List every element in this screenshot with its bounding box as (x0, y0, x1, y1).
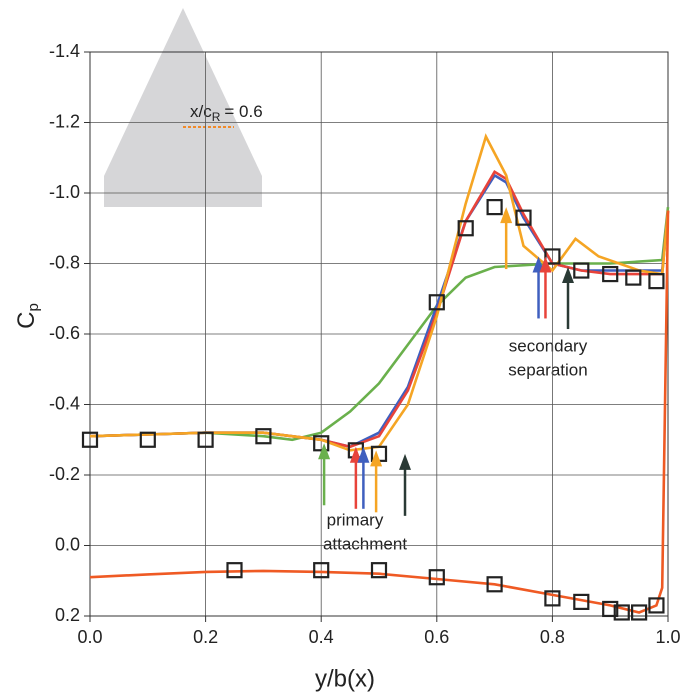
y-tick-label: 0.0 (55, 534, 80, 554)
annotation-text: secondary (509, 336, 588, 355)
arrow-head (357, 446, 370, 463)
arrow-head (318, 443, 331, 460)
inset-label: x/cR = 0.6 (190, 102, 263, 124)
data-point (602, 265, 619, 283)
data-point (255, 428, 272, 445)
arrow (349, 446, 362, 509)
x-axis-label: y/b(x) (315, 665, 375, 692)
arrow (399, 453, 412, 516)
data-point (573, 262, 590, 279)
x-tick-label: 1.0 (655, 627, 680, 647)
inset-label-sub: R (212, 110, 221, 124)
arrow (318, 443, 331, 506)
data-point (226, 562, 243, 579)
arrow (357, 446, 370, 509)
line-series (89, 210, 670, 614)
arrow-head (500, 207, 513, 224)
y-axis-label-main: C (13, 312, 40, 329)
data-point (613, 604, 630, 621)
annotation: primary attachment secondary separation (323, 336, 588, 553)
x-tick-label: 0.4 (309, 627, 334, 647)
data-point (457, 220, 474, 237)
data-point (486, 199, 503, 216)
y-tick-label: -0.8 (49, 252, 80, 272)
y-tick-label: -0.6 (49, 323, 80, 343)
data-point (602, 600, 619, 618)
y-tick-label: -1.0 (49, 182, 80, 202)
data-point (197, 431, 214, 448)
data-point (544, 590, 561, 607)
data-point (573, 593, 590, 611)
data-point (313, 562, 330, 579)
arrow-head (370, 450, 383, 467)
y-axis-label: Cp (13, 303, 42, 329)
x-tick-label: 0.6 (424, 627, 449, 647)
annotation-text: separation (508, 360, 587, 379)
data-point (428, 569, 445, 586)
data-point (313, 435, 330, 452)
inset: x/cR = 0.6 (104, 8, 263, 207)
data-point (544, 248, 561, 265)
data-point (486, 576, 503, 593)
line-series (89, 169, 670, 449)
annotation-text: primary (327, 510, 384, 529)
inset-label-rest: = 0.6 (224, 102, 262, 121)
y-tick-label: -0.4 (49, 393, 80, 413)
y-tick-label: 0.2 (55, 605, 80, 625)
data-point (648, 273, 665, 290)
arrow (562, 267, 575, 330)
data-point (515, 209, 532, 226)
arrow-head (562, 267, 575, 284)
y-axis-label-sub: p (25, 303, 42, 311)
arrow-head (399, 453, 412, 470)
annotation-text: attachment (323, 534, 407, 553)
data-point (625, 269, 642, 286)
x-tick-label: 0.2 (193, 627, 218, 647)
wing-planform (104, 8, 262, 207)
line-series (89, 173, 670, 449)
x-tick-label: 0.8 (540, 627, 565, 647)
data-point (370, 562, 388, 579)
plot-frame (89, 51, 669, 617)
arrow (500, 207, 513, 270)
data-point (648, 597, 665, 614)
line-series (89, 133, 670, 452)
data-point (81, 431, 99, 448)
y-tick-label: -0.2 (49, 464, 80, 484)
data-point (139, 431, 156, 448)
inset-label-main: x/c (190, 102, 212, 121)
data-point (428, 294, 445, 311)
arrow (370, 450, 383, 513)
x-tick-label: 0.0 (77, 627, 102, 647)
arrow (539, 256, 552, 319)
arrow-head (539, 256, 552, 273)
arrow-head (349, 446, 362, 463)
y-tick-label: -1.2 (49, 111, 80, 131)
data-point (630, 604, 648, 621)
y-tick-label: -1.4 (49, 41, 80, 61)
